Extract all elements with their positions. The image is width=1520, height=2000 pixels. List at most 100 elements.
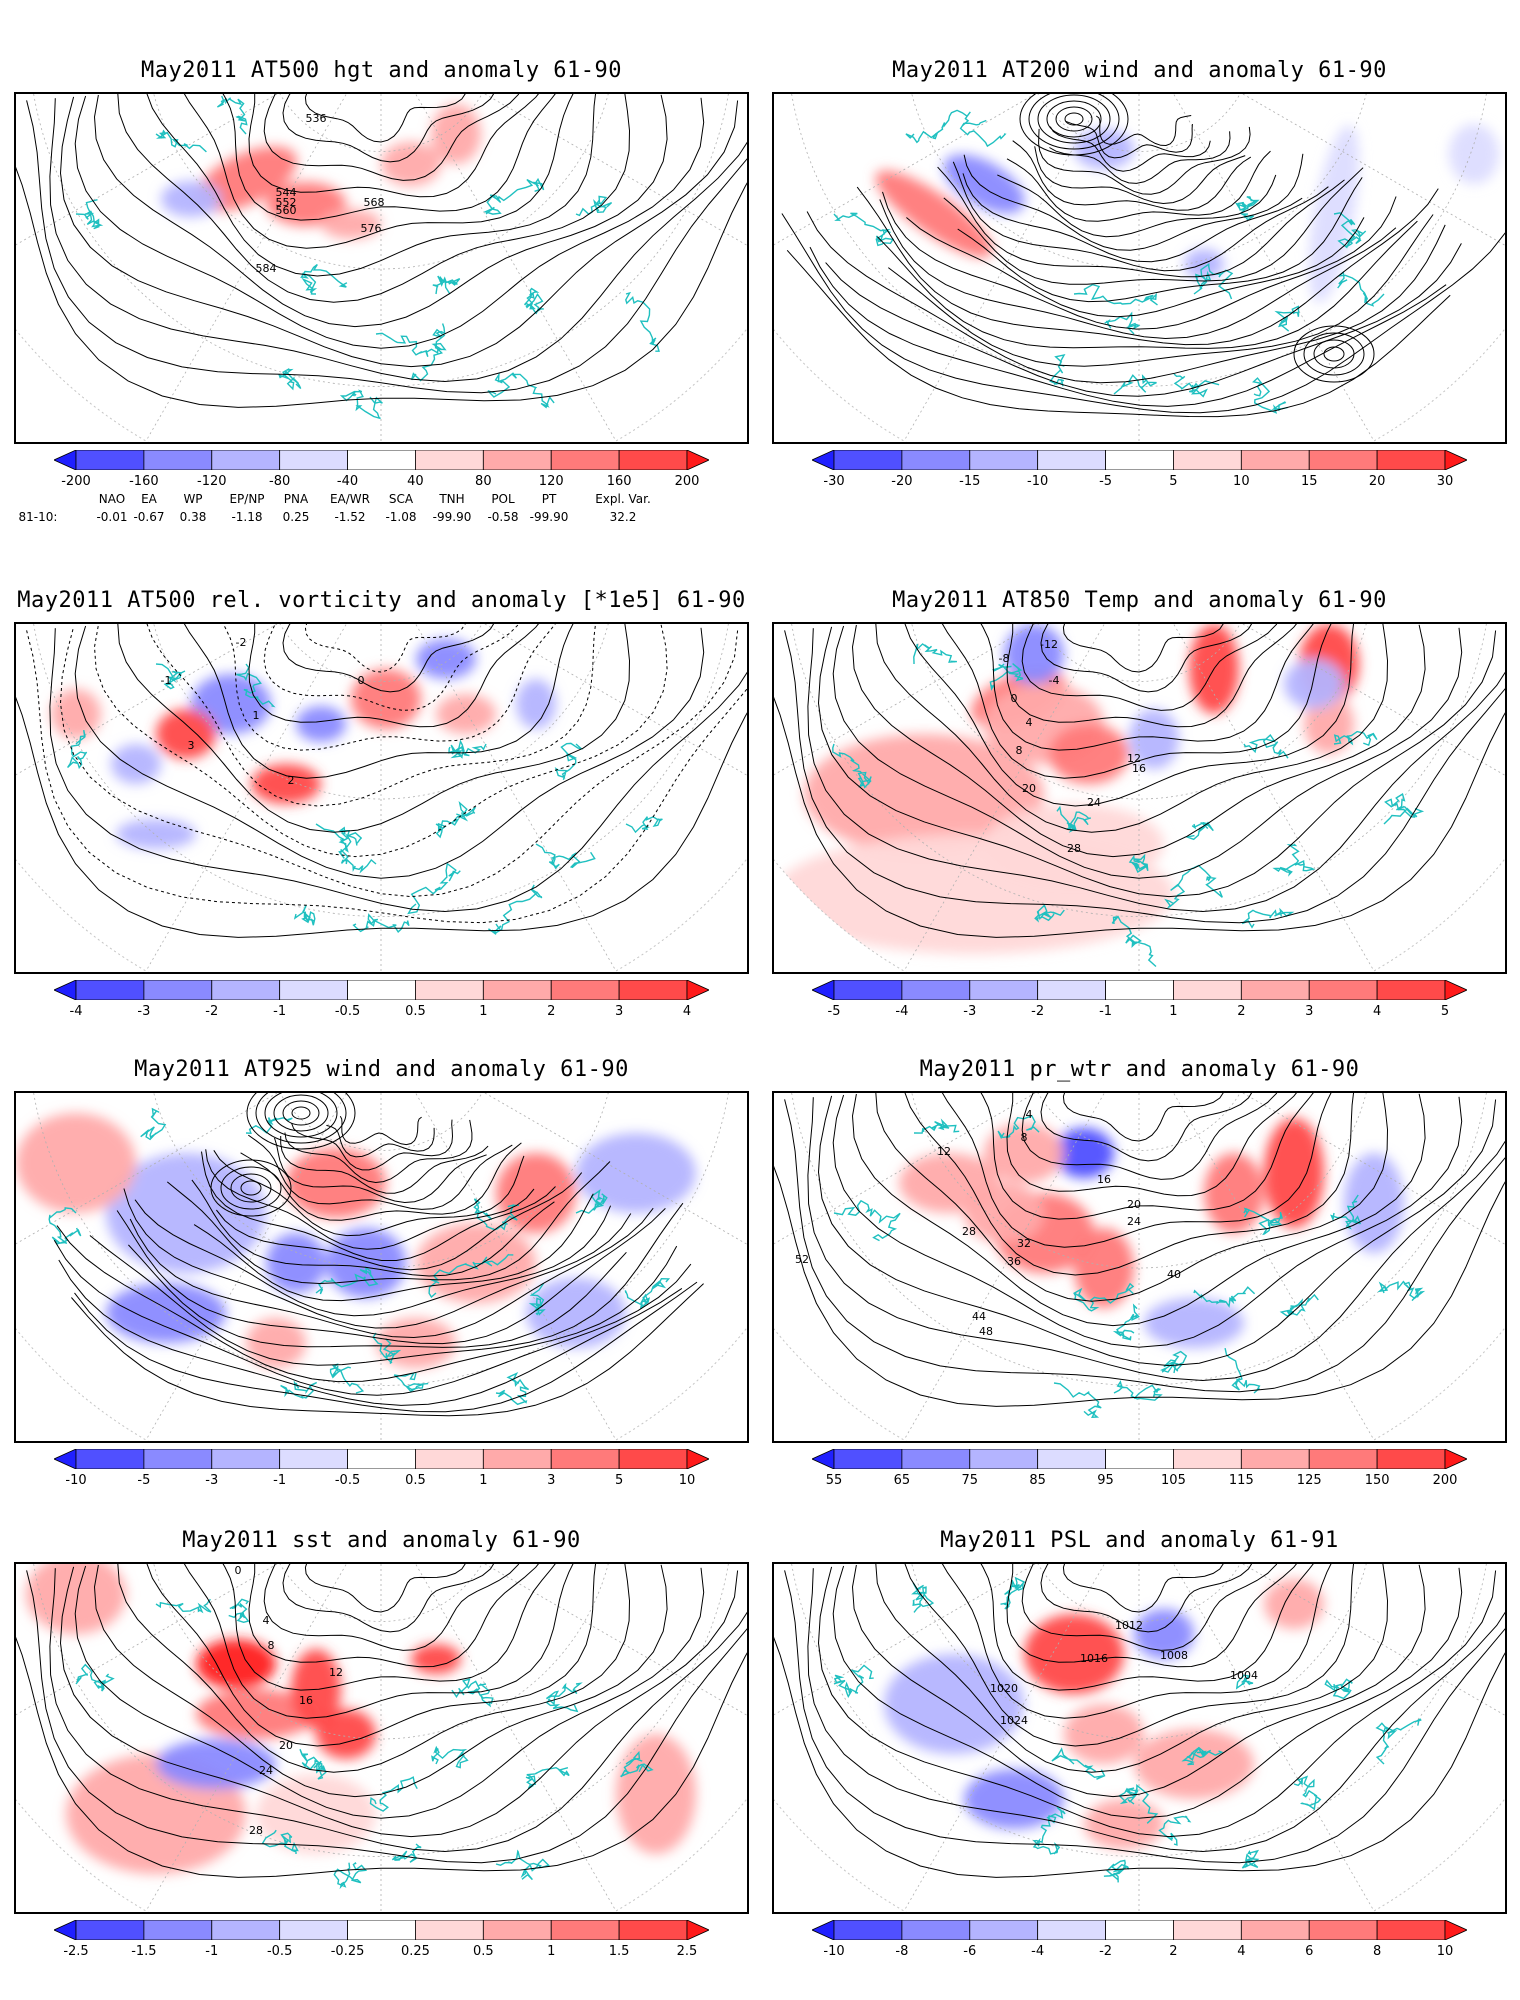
contour (832, 1094, 1463, 1348)
streamline (129, 1207, 654, 1339)
contour-label: 4 (1026, 716, 1033, 729)
contour-label: 544 (276, 186, 297, 199)
coastline (1333, 212, 1367, 249)
index-value: -0.67 (133, 510, 165, 524)
index-header: EA (141, 492, 157, 506)
contour (976, 624, 1319, 751)
coastline (75, 199, 104, 230)
colorbar-tick-label: -15 (959, 474, 981, 489)
anomaly-region (576, 1133, 696, 1213)
streamline (1323, 346, 1345, 362)
contour (903, 624, 1355, 807)
colorbar-tick-label: -0.5 (334, 1004, 361, 1019)
colorbar-segment (415, 980, 484, 1000)
colorbar-segment (550, 1920, 620, 1940)
contour (784, 1570, 1505, 1864)
coastline (624, 1277, 671, 1310)
contour (282, 94, 497, 163)
panel-wind200: May2011 AT200 wind and anomaly 61-90 -30… (772, 58, 1507, 518)
anomaly-shading (26, 1564, 696, 1874)
hemisphere-map (774, 1093, 1505, 1441)
coastline (1184, 821, 1214, 841)
streamline (937, 166, 1345, 278)
contour-lines (16, 94, 747, 408)
colorbar-segment (75, 1449, 145, 1469)
contour-label: 1008 (1160, 1649, 1188, 1662)
colorbar-segment (75, 980, 145, 1000)
contour (248, 624, 545, 728)
coastline (448, 739, 487, 759)
contour (1062, 1564, 1225, 1613)
map-plot: 0 4 8 12 16 20 24 28 (16, 1564, 747, 1912)
contour (784, 1099, 1505, 1393)
coastline (833, 1199, 901, 1242)
coastline (329, 1363, 365, 1394)
anomaly-region (1049, 724, 1129, 784)
coastline (339, 389, 383, 420)
hemisphere-map (16, 94, 747, 442)
colorbar-segment (1376, 1449, 1446, 1469)
index-value: 0.38 (179, 510, 207, 524)
contour (304, 1564, 467, 1613)
coastline (1113, 1380, 1163, 1401)
colorbar-tick-label: 200 (1432, 1473, 1458, 1488)
contour (832, 1565, 1463, 1819)
coastline (1193, 1286, 1256, 1308)
contour-label: 24 (1087, 796, 1101, 809)
index-header: WP (183, 492, 203, 506)
contour (16, 102, 747, 408)
contour-label: 1020 (990, 1682, 1018, 1695)
colorbar-tick-label: -3 (205, 1473, 219, 1488)
coastline (913, 643, 957, 664)
coastline (483, 177, 545, 215)
anomaly-region (316, 1709, 376, 1759)
coastline (1112, 1303, 1140, 1341)
anomaly-shading (884, 1579, 1324, 1849)
hemisphere-map (16, 1564, 747, 1912)
contour (93, 1564, 668, 1798)
coastline (216, 95, 248, 135)
contour (74, 95, 705, 349)
coastline (1324, 1678, 1353, 1700)
coastline (1377, 1280, 1426, 1302)
coastline (140, 1107, 167, 1141)
colorbar-tick-label: 3 (1305, 1004, 1314, 1019)
streamline (273, 1094, 329, 1132)
contour-label: 20 (1022, 782, 1036, 795)
coastline (913, 1118, 960, 1134)
map-plot (774, 94, 1505, 442)
colorbar-segment (211, 450, 281, 470)
streamline (89, 1202, 684, 1366)
contour (976, 1564, 1319, 1691)
coastline (1336, 270, 1385, 307)
hemisphere-map (774, 1564, 1505, 1912)
streamline (1006, 150, 1271, 222)
streamline (230, 1173, 272, 1203)
contour (263, 1564, 525, 1651)
coastline (1111, 915, 1157, 968)
contour (282, 624, 497, 693)
coastline (1243, 1207, 1283, 1236)
coastline (495, 1372, 530, 1406)
coastline (1113, 374, 1157, 395)
colorbar-tick-label: 3 (614, 1004, 624, 1019)
panel-title: May2011 AT200 wind and anomaly 61-90 (892, 58, 1387, 83)
coastline (432, 275, 461, 295)
streamline (1038, 126, 1251, 195)
colorbar-tick-label: 20 (1368, 474, 1386, 489)
colorbar-end-low (812, 450, 835, 470)
index-header: EP/NP (229, 492, 265, 506)
streamline (1034, 146, 1246, 205)
streamline (1049, 126, 1211, 172)
colorbar (812, 450, 1467, 470)
coastline (451, 1678, 494, 1708)
coastline (293, 904, 316, 926)
graticule (16, 1093, 747, 1441)
coastline (535, 843, 596, 870)
colorbar-tick-label: 1 (479, 1473, 488, 1488)
anomaly-region (416, 639, 476, 679)
coastline (833, 1664, 874, 1699)
